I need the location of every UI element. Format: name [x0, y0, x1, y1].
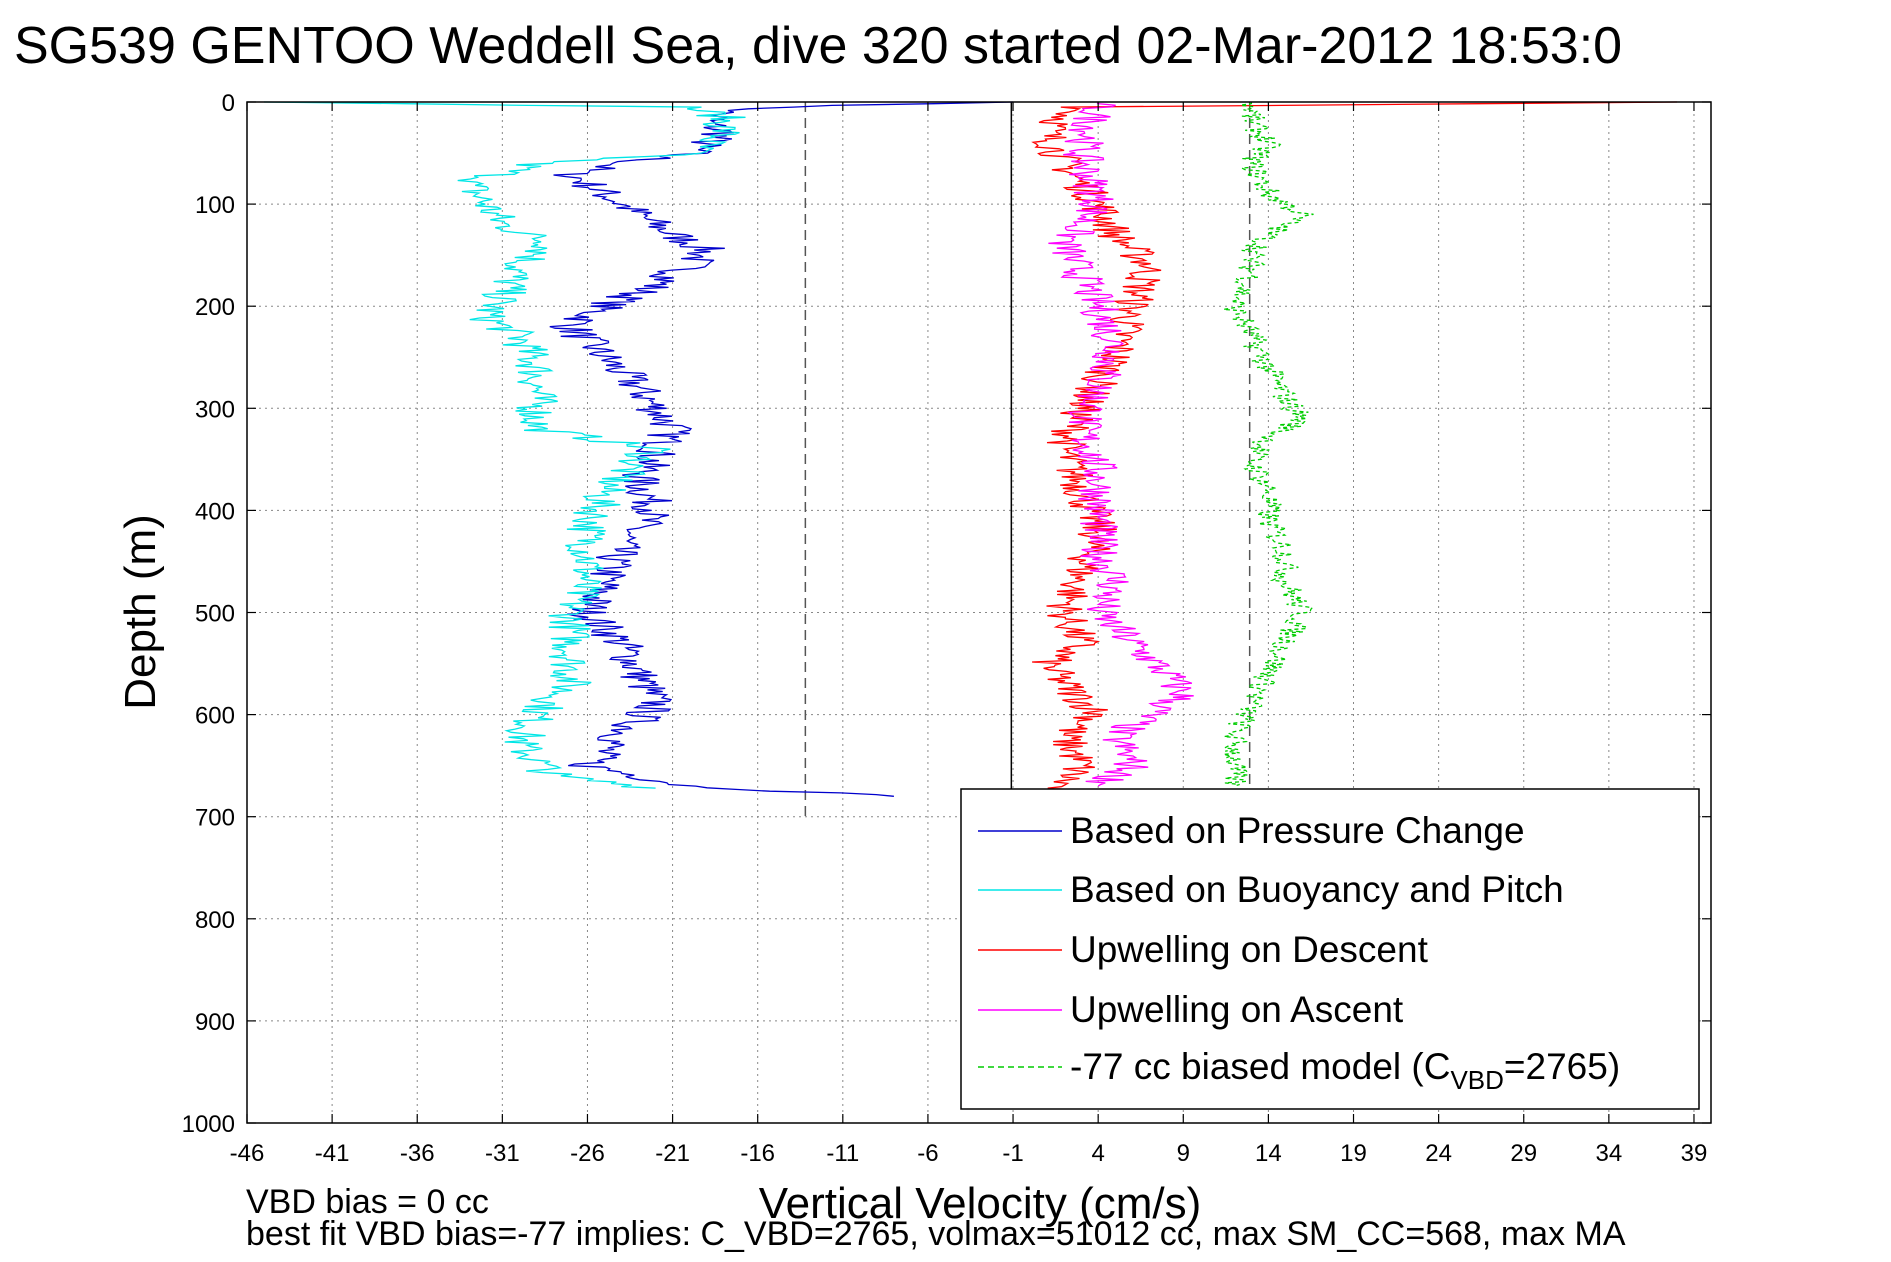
x-tick-label: -46	[230, 1140, 265, 1167]
legend: Based on Pressure Change Based on Buoyanc…	[960, 788, 1700, 1110]
x-tick-label: -41	[315, 1140, 350, 1167]
x-tick-label: 9	[1177, 1140, 1190, 1167]
y-tick-label: 900	[195, 1009, 235, 1036]
x-tick-label: -11	[826, 1140, 859, 1167]
series-line	[1222, 102, 1314, 787]
y-axis-ticks: 0 100 200 300 400 500 600 700 800 900 1000	[182, 90, 1711, 1138]
x-tick-label: 19	[1340, 1140, 1367, 1167]
footer-line-1: VBD bias = 0 cc	[246, 1183, 489, 1221]
series-line	[1031, 101, 1678, 797]
y-tick-label: 800	[195, 907, 235, 934]
y-tick-label: 1000	[182, 1111, 235, 1138]
chart-title: SG539 GENTOO Weddell Sea, dive 320 start…	[14, 17, 1622, 75]
y-tick-label: 300	[195, 396, 235, 423]
y-tick-label: 0	[222, 90, 235, 117]
series-line	[549, 101, 1014, 797]
x-axis-label: Vertical Velocity (cm/s)	[759, 1179, 1202, 1228]
x-tick-label: -21	[655, 1140, 690, 1167]
y-axis-label: Depth (m)	[116, 514, 165, 710]
legend-label: Upwelling on Ascent	[1070, 989, 1404, 1030]
x-tick-label: 4	[1091, 1140, 1104, 1167]
x-tick-label: 14	[1255, 1140, 1282, 1167]
x-tick-label: -36	[400, 1140, 435, 1167]
series-line	[263, 101, 746, 789]
y-tick-label: 500	[195, 601, 235, 628]
y-tick-label: 200	[195, 294, 235, 321]
legend-label: Upwelling on Descent	[1070, 929, 1429, 970]
y-tick-label: 600	[195, 703, 235, 730]
x-tick-label: -26	[570, 1140, 605, 1167]
x-tick-label: 29	[1510, 1140, 1537, 1167]
x-tick-label: -1	[1002, 1140, 1023, 1167]
x-axis-ticks: -46 -41 -36 -31 -26 -21 -16 -11 -6 -1 4 9 14 19 24 29 34…	[230, 102, 1708, 1167]
footer-line-2: best fit VBD bias=-77 implies: C_VBD=276…	[246, 1215, 1626, 1253]
series-group	[263, 101, 1678, 797]
x-tick-label: -16	[740, 1140, 775, 1167]
series-line	[1048, 101, 1194, 787]
y-tick-label: 700	[195, 805, 235, 832]
y-tick-label: 100	[195, 192, 235, 219]
legend-label: -77 cc biased model (CVBD=2765)	[1070, 1046, 1620, 1095]
legend-box	[960, 788, 1700, 1110]
reference-lines	[804, 102, 1251, 817]
legend-label: Based on Buoyancy and Pitch	[1070, 869, 1564, 910]
x-tick-label: 24	[1425, 1140, 1452, 1167]
x-tick-label: 34	[1596, 1140, 1623, 1167]
x-tick-label: 39	[1681, 1140, 1708, 1167]
x-tick-label: -6	[917, 1140, 938, 1167]
legend-label: Based on Pressure Change	[1070, 810, 1525, 851]
y-tick-label: 400	[195, 498, 235, 525]
x-tick-label: -31	[485, 1140, 520, 1167]
